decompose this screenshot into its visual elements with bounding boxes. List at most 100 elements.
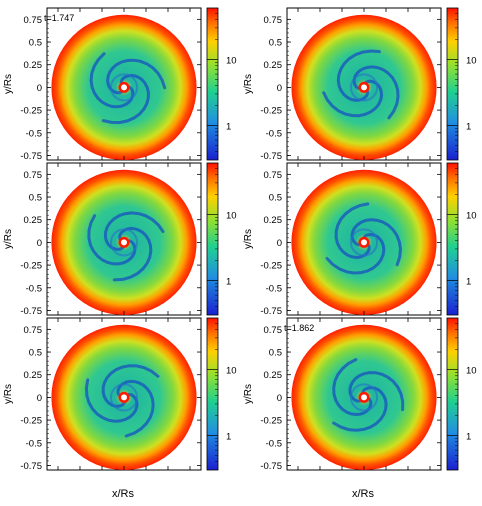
colorbar-tick-label: 1 bbox=[466, 276, 471, 287]
central-hole bbox=[121, 239, 127, 246]
central-hole bbox=[361, 394, 367, 401]
y-tick-label: 0 bbox=[37, 83, 42, 94]
y-tick-label: 0.5 bbox=[29, 348, 42, 359]
central-hole bbox=[121, 84, 127, 91]
panel-bottom-right: 0.75 0.5 0.25 0 -0.25 -0.5 -0.75 y/Rs t=1.862 10 1 bbox=[243, 317, 477, 472]
x-axis-label-left: x/Rs bbox=[112, 488, 134, 500]
spiral-arm bbox=[101, 364, 160, 408]
inner-ring bbox=[349, 383, 379, 412]
inner-ring bbox=[109, 228, 139, 257]
inner-ring bbox=[349, 228, 379, 257]
colorbar-tick-label: 1 bbox=[466, 121, 471, 132]
y-tick-label: 0.75 bbox=[264, 15, 283, 26]
spiral-arm bbox=[336, 49, 381, 102]
y-axis-label: y/Rs bbox=[243, 229, 254, 249]
central-hole bbox=[121, 394, 127, 401]
colorbar bbox=[206, 162, 219, 316]
y-tick-label: -0.75 bbox=[260, 151, 282, 162]
y-tick-label: 0 bbox=[277, 393, 282, 404]
y-tick-label: -0.75 bbox=[260, 306, 282, 317]
y-tick-label: -0.5 bbox=[26, 438, 42, 449]
panel-middle-right: 0.75 0.5 0.25 0 -0.25 -0.5 -0.75 y/Rs 10 1 bbox=[243, 162, 477, 317]
y-tick-label: 0.25 bbox=[264, 370, 283, 381]
colorbar-tick-label: 10 bbox=[466, 210, 477, 221]
y-axis-label: y/Rs bbox=[243, 384, 254, 404]
y-tick-label: 0.5 bbox=[29, 38, 42, 49]
y-tick-label: 0.25 bbox=[24, 60, 43, 71]
y-tick-label: 0.75 bbox=[264, 170, 283, 181]
time-label: t=1.747 bbox=[44, 13, 74, 23]
y-tick-label: -0.75 bbox=[20, 151, 42, 162]
y-tick-label: 0 bbox=[37, 393, 42, 404]
y-tick-label: -0.25 bbox=[260, 261, 282, 272]
y-tick-label: -0.75 bbox=[260, 461, 282, 472]
central-hole bbox=[361, 239, 367, 246]
y-tick-label: -0.25 bbox=[260, 416, 282, 427]
colorbar bbox=[446, 7, 459, 161]
y-tick-label: -0.75 bbox=[20, 461, 42, 472]
panel-middle-left: 0.75 0.5 0.25 0 -0.25 -0.5 -0.75 y/Rs 10 1 bbox=[3, 162, 237, 317]
panel-top-left: 0.75 0.5 0.25 0 -0.25 -0.5 -0.75 y/Rs t=1.747 10 1 bbox=[3, 7, 237, 162]
y-tick-label: -0.5 bbox=[266, 128, 282, 139]
spiral-arm bbox=[89, 52, 135, 109]
y-tick-label: 0 bbox=[277, 83, 282, 94]
colorbar-tick-label: 10 bbox=[226, 210, 237, 221]
colorbar bbox=[446, 317, 459, 471]
y-tick-label: 0.75 bbox=[24, 325, 43, 336]
y-tick-label: 0.25 bbox=[24, 215, 43, 226]
central-hole bbox=[361, 84, 367, 91]
spiral-arm bbox=[352, 65, 400, 120]
colorbar bbox=[446, 162, 459, 316]
y-tick-label: -0.75 bbox=[20, 306, 42, 317]
y-tick-label: 0.25 bbox=[264, 215, 283, 226]
y-tick-label: 0.5 bbox=[269, 38, 282, 49]
spiral-arm bbox=[101, 73, 150, 125]
colorbar-tick-label: 1 bbox=[226, 276, 231, 287]
spiral-arm bbox=[103, 211, 165, 251]
spiral-arm bbox=[332, 386, 388, 432]
y-tick-label: -0.5 bbox=[26, 128, 42, 139]
colorbar-tick-label: 10 bbox=[466, 365, 477, 376]
spiral-arm bbox=[348, 371, 405, 412]
y-tick-label: -0.5 bbox=[26, 283, 42, 294]
spiral-arm bbox=[84, 378, 139, 423]
y-axis-label: y/Rs bbox=[3, 384, 14, 404]
spiral-arm bbox=[350, 218, 403, 267]
y-tick-label: 0.5 bbox=[269, 348, 282, 359]
y-tick-label: 0.75 bbox=[264, 325, 283, 336]
y-axis-label: y/Rs bbox=[3, 229, 14, 249]
spiral-arm bbox=[334, 202, 371, 259]
spiral-arm bbox=[112, 226, 153, 282]
colorbar-tick-label: 10 bbox=[226, 55, 237, 66]
colorbar-tick-label: 1 bbox=[466, 431, 471, 442]
spiral-arm bbox=[325, 232, 386, 275]
y-tick-label: -0.5 bbox=[266, 438, 282, 449]
y-axis-label: y/Rs bbox=[3, 74, 14, 94]
colorbar-tick-label: 1 bbox=[226, 121, 231, 132]
y-tick-label: 0 bbox=[277, 238, 282, 249]
colorbar-tick-label: 10 bbox=[226, 365, 237, 376]
y-tick-label: -0.5 bbox=[266, 283, 282, 294]
inner-ring bbox=[109, 383, 139, 412]
colorbar-tick-label: 1 bbox=[226, 431, 231, 442]
x-axis-label-right: x/Rs bbox=[352, 488, 374, 500]
y-tick-label: 0.25 bbox=[264, 60, 283, 71]
spiral-arm bbox=[332, 358, 373, 417]
y-tick-label: -0.25 bbox=[260, 106, 282, 117]
colorbar bbox=[206, 317, 219, 471]
panel-bottom-left: 0.75 0.5 0.25 0 -0.25 -0.5 -0.75 y/Rs 10 1 bbox=[3, 317, 237, 472]
spiral-arm bbox=[87, 214, 137, 266]
time-label: t=1.862 bbox=[284, 323, 314, 333]
panel-top-right: 0.75 0.5 0.25 0 -0.25 -0.5 -0.75 y/Rs 10 1 bbox=[243, 7, 477, 162]
y-tick-label: 0.75 bbox=[24, 15, 43, 26]
y-tick-label: 0.25 bbox=[24, 370, 43, 381]
y-tick-label: -0.25 bbox=[20, 261, 42, 272]
y-tick-label: 0.5 bbox=[269, 193, 282, 204]
spiral-arm bbox=[322, 79, 384, 118]
spiral-arm bbox=[116, 379, 155, 438]
y-tick-label: -0.25 bbox=[20, 416, 42, 427]
y-tick-label: 0.5 bbox=[29, 193, 42, 204]
colorbar bbox=[206, 7, 219, 161]
inner-ring bbox=[349, 73, 379, 102]
